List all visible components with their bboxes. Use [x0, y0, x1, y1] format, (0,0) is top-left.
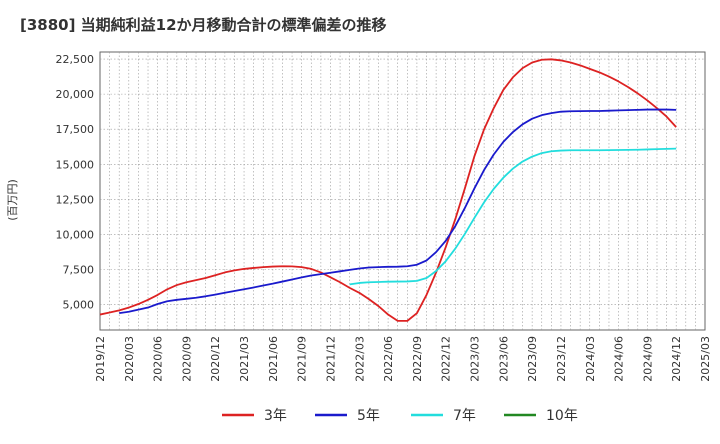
x-tick-label: 2021/12 [324, 336, 337, 382]
legend-label: 7年 [453, 408, 476, 424]
x-tick-label: 2023/09 [526, 336, 539, 382]
legend-label: 3年 [264, 408, 287, 424]
y-tick-label: 17,500 [56, 123, 95, 136]
x-tick-label: 2024/12 [670, 336, 683, 382]
legend: 3年 5年 7年 10年 [222, 408, 578, 424]
legend-item: 10年 [504, 408, 578, 424]
y-tick-label: 20,000 [56, 88, 95, 101]
x-tick-label: 2022/09 [411, 336, 424, 382]
y-tick-label: 10,000 [56, 229, 95, 242]
legend-item: 3年 [222, 408, 287, 424]
plot-frame [99, 51, 706, 331]
x-tick-label: 2022/12 [440, 336, 453, 382]
x-tick-label: 2023/12 [555, 336, 568, 382]
x-tick-label: 2020/09 [180, 336, 193, 382]
legend-label: 5年 [357, 408, 380, 424]
y-tick-label: 12,500 [56, 193, 95, 206]
y-tick-label: 15,000 [56, 158, 95, 171]
legend-label: 10年 [546, 408, 578, 424]
x-tick-label: 2021/06 [267, 336, 280, 382]
x-tick-label: 2023/03 [469, 336, 482, 382]
x-tick-label: 2025/03 [699, 336, 712, 382]
x-tick-label: 2020/12 [209, 336, 222, 382]
legend-item: 7年 [411, 408, 476, 424]
series-line-3年 [99, 58, 677, 322]
x-tick-label: 2021/03 [238, 336, 251, 382]
x-tick-label: 2022/06 [382, 336, 395, 382]
plot-area [99, 51, 706, 331]
series-line-7年 [349, 147, 677, 286]
series-lines [99, 58, 677, 322]
x-tick-label: 2019/12 [94, 336, 107, 382]
y-tick-label: 7,500 [63, 264, 95, 277]
series-line-5年 [119, 108, 677, 315]
x-tick-label: 2020/06 [152, 336, 165, 382]
x-tick-label: 2022/03 [353, 336, 366, 382]
x-tick-label: 2021/09 [296, 336, 309, 382]
y-axis-label: (百万円) [6, 179, 19, 221]
y-tick-label: 5,000 [63, 299, 95, 312]
x-tick-label: 2024/03 [584, 336, 597, 382]
x-tick-label: 2024/06 [613, 336, 626, 382]
legend-item: 5年 [315, 408, 380, 424]
x-tick-label: 2024/09 [641, 336, 654, 382]
axes: 5,000 7,500 10,000 12,500 15,000 17,500 20,000… [56, 53, 713, 382]
x-tick-label: 2020/03 [123, 336, 136, 382]
y-tick-label: 22,500 [56, 53, 95, 66]
grid [100, 52, 705, 330]
chart-title: [3880] 当期純利益12か月移動合計の標準偏差の推移 [20, 16, 387, 34]
x-tick-label: 2023/06 [497, 336, 510, 382]
